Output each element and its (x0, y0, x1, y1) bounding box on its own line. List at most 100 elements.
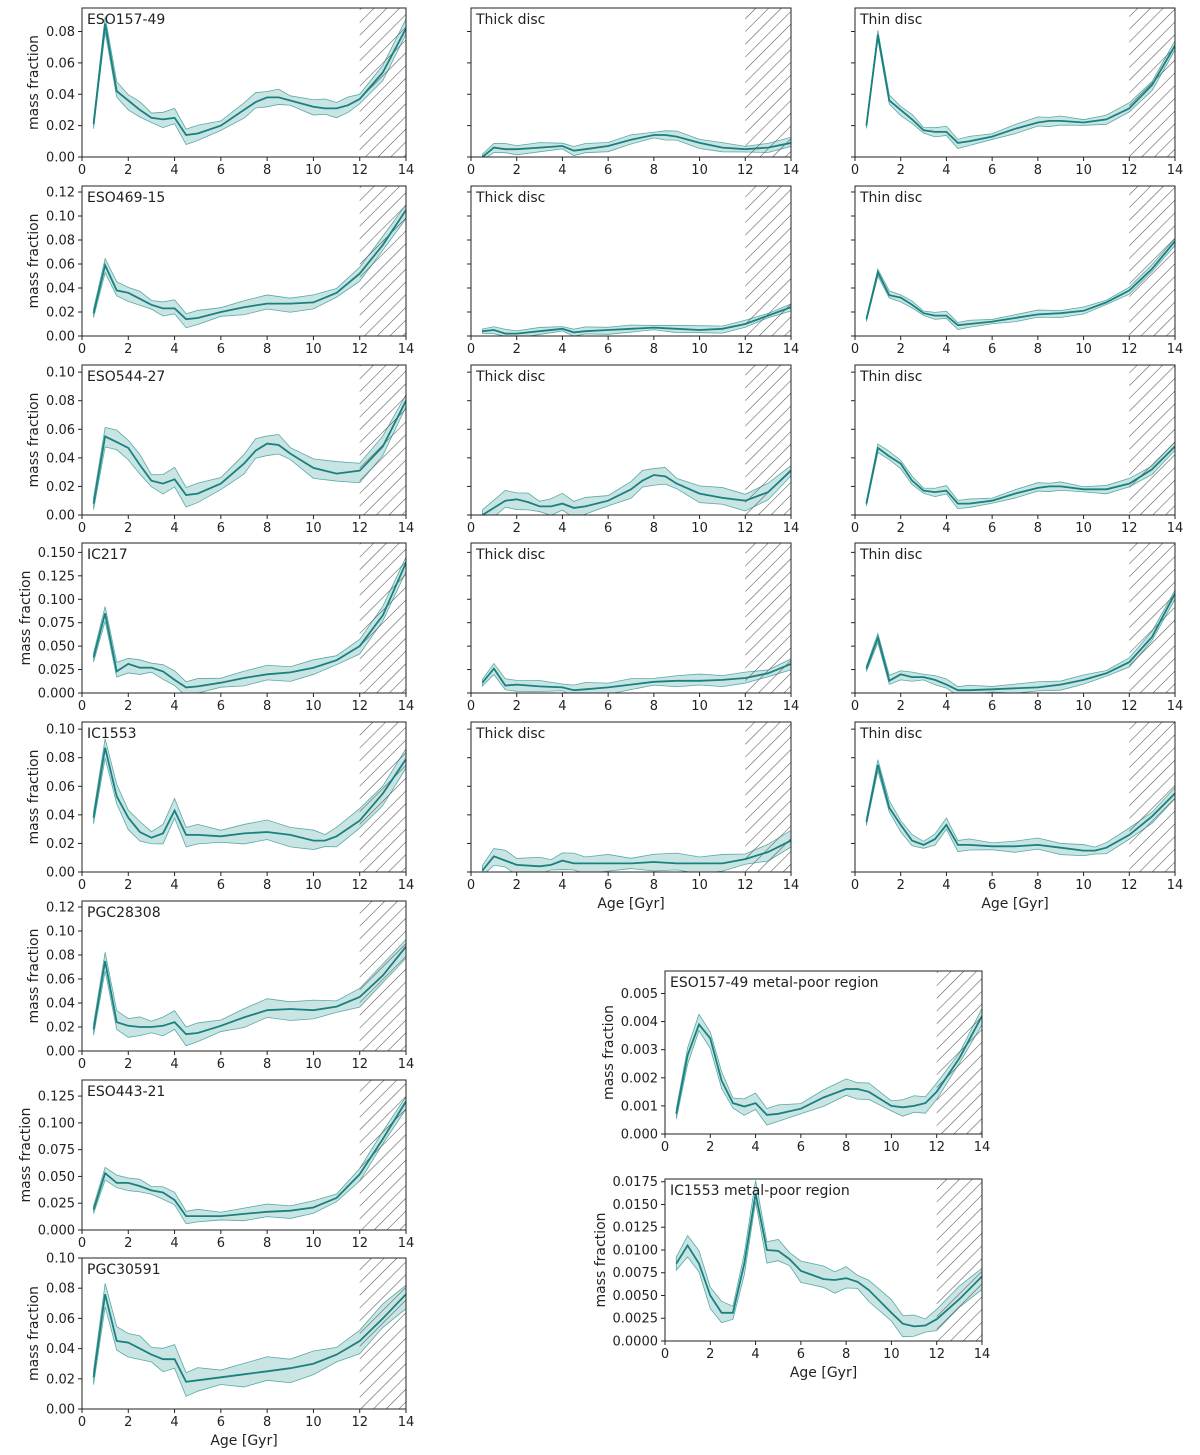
x-tick-label: 10 (1075, 342, 1092, 357)
x-tick-label: 8 (263, 1415, 271, 1430)
x-tick-label: 4 (170, 521, 178, 536)
x-tick-label: 14 (1167, 699, 1184, 714)
uncertainty-band (482, 829, 791, 872)
y-tick-label: 0.10 (46, 1252, 75, 1267)
panel-pgc28308_total: 0 2 4 6 8 10 12 14 0.00 0.02 0.04 0.06 0.08 0.10 0.12 P… (26, 900, 414, 1072)
x-tick-label: 12 (928, 1347, 945, 1362)
x-tick-label: 8 (263, 1236, 271, 1251)
x-tick-label: 6 (604, 878, 612, 893)
x-tick-label: 2 (124, 342, 132, 357)
x-tick-label: 0 (78, 878, 86, 893)
x-tick-label: 8 (1034, 878, 1042, 893)
x-tick-label: 12 (351, 1415, 368, 1430)
uncertainty-band (866, 441, 1175, 510)
x-tick-label: 14 (398, 1415, 415, 1430)
x-tick-label: 14 (1167, 878, 1184, 893)
axes-frame (854, 542, 1176, 694)
uncertainty-band (866, 237, 1175, 330)
x-tick-label: 12 (928, 1140, 945, 1155)
x-tick-label: 4 (170, 1057, 178, 1072)
panel-title: ESO443-21 (87, 1084, 165, 1100)
panel-ic1553_thick: 0 2 4 6 8 10 12 14 Thick disc Age [Gyr] (467, 721, 799, 912)
axes-frame (664, 970, 983, 1135)
axes-frame (664, 1178, 983, 1342)
axes-frame (81, 7, 407, 158)
y-tick-label: 0.02 (46, 837, 75, 852)
y-tick-label: 0.02 (46, 119, 75, 134)
x-tick-label: 0 (661, 1347, 669, 1362)
panel-eso544_thick: 0 2 4 6 8 10 12 14 Thick disc (467, 364, 800, 536)
series-line (481, 470, 791, 515)
uncertainty-band (93, 738, 406, 850)
x-tick-label: 4 (558, 163, 566, 178)
y-axis-label: mass fraction (18, 570, 34, 665)
y-axis-label: mass fraction (26, 213, 42, 308)
x-tick-label: 4 (558, 699, 566, 714)
x-tick-label: 0 (851, 699, 859, 714)
series-line (92, 1100, 406, 1217)
panel-eso157_thick: 0 2 4 6 8 10 12 14 Thick disc (467, 7, 799, 178)
x-tick-label: 2 (897, 878, 905, 893)
plot-area (675, 1179, 982, 1341)
panel-title: Thick disc (475, 547, 545, 563)
hatched-region (745, 365, 791, 515)
y-tick-label: 0.06 (46, 423, 75, 438)
panel-title: ESO157-49 (87, 12, 165, 28)
y-axis-label: mass fraction (26, 1286, 42, 1381)
plot-area (481, 365, 791, 515)
x-tick-label: 10 (305, 163, 322, 178)
x-tick-label: 12 (351, 699, 368, 714)
panel-title: Thin disc (859, 190, 922, 206)
series-line (92, 209, 406, 321)
y-tick-label: 0.005 (621, 987, 658, 1002)
y-tick-label: 0.0025 (613, 1312, 659, 1327)
x-tick-label: 14 (783, 521, 800, 536)
uncertainty-band (482, 130, 791, 157)
y-tick-label: 0.08 (46, 949, 75, 964)
x-tick-label: 12 (1121, 521, 1138, 536)
y-tick-label: 0.08 (46, 25, 75, 40)
axes-frame (854, 721, 1176, 873)
x-tick-label: 14 (398, 342, 415, 357)
panel-ic217_thin: 0 2 4 6 8 10 12 14 Thin disc (851, 542, 1184, 714)
x-tick-label: 0 (78, 1236, 86, 1251)
y-tick-label: 0.0100 (613, 1243, 659, 1258)
y-tick-label: 0.0125 (613, 1221, 659, 1236)
series-line (92, 747, 406, 842)
panel-eso469_total: 0 2 4 6 8 10 12 14 0.00 0.02 0.04 0.06 0.08 0.10 0.12 E… (26, 185, 415, 357)
uncertainty-band (93, 393, 406, 510)
panel-pgc30591_total: 0 2 4 6 8 10 12 14 0.00 0.02 0.04 0.06 0.08 0.10 PGC30… (26, 1252, 414, 1450)
x-tick-label: 2 (897, 521, 905, 536)
x-tick-label: 0 (78, 1057, 86, 1072)
series-line (481, 663, 791, 692)
panel-title: Thick disc (475, 190, 545, 206)
panel-ic1553_thin: 0 2 4 6 8 10 12 14 Thin disc Age [Gyr] (851, 721, 1184, 912)
series-line (865, 445, 1175, 505)
x-tick-label: 10 (883, 1140, 900, 1155)
x-tick-label: 10 (691, 163, 708, 178)
x-tick-label: 8 (263, 1057, 271, 1072)
x-tick-label: 0 (78, 163, 86, 178)
x-tick-label: 4 (558, 342, 566, 357)
x-tick-label: 10 (691, 342, 708, 357)
series-line (865, 764, 1175, 852)
x-tick-label: 10 (305, 1057, 322, 1072)
x-tick-label: 12 (737, 699, 754, 714)
y-tick-label: 0.00 (46, 330, 75, 345)
y-tick-label: 0.06 (46, 258, 75, 273)
x-tick-label: 2 (513, 878, 521, 893)
x-tick-label: 0 (851, 163, 859, 178)
x-tick-label: 2 (897, 163, 905, 178)
panel-title: ESO157-49 metal-poor region (670, 975, 879, 991)
y-tick-label: 0.08 (46, 234, 75, 249)
y-tick-label: 0.00 (46, 509, 75, 524)
x-tick-label: 6 (217, 163, 225, 178)
x-tick-label: 0 (467, 163, 475, 178)
x-tick-label: 12 (1121, 699, 1138, 714)
y-tick-label: 0.0175 (613, 1175, 659, 1190)
y-tick-label: 0.04 (46, 88, 75, 103)
x-tick-label: 2 (897, 699, 905, 714)
x-axis-label: Age [Gyr] (981, 896, 1048, 912)
hatched-region (1129, 722, 1175, 872)
panel-title: PGC30591 (87, 1262, 161, 1278)
